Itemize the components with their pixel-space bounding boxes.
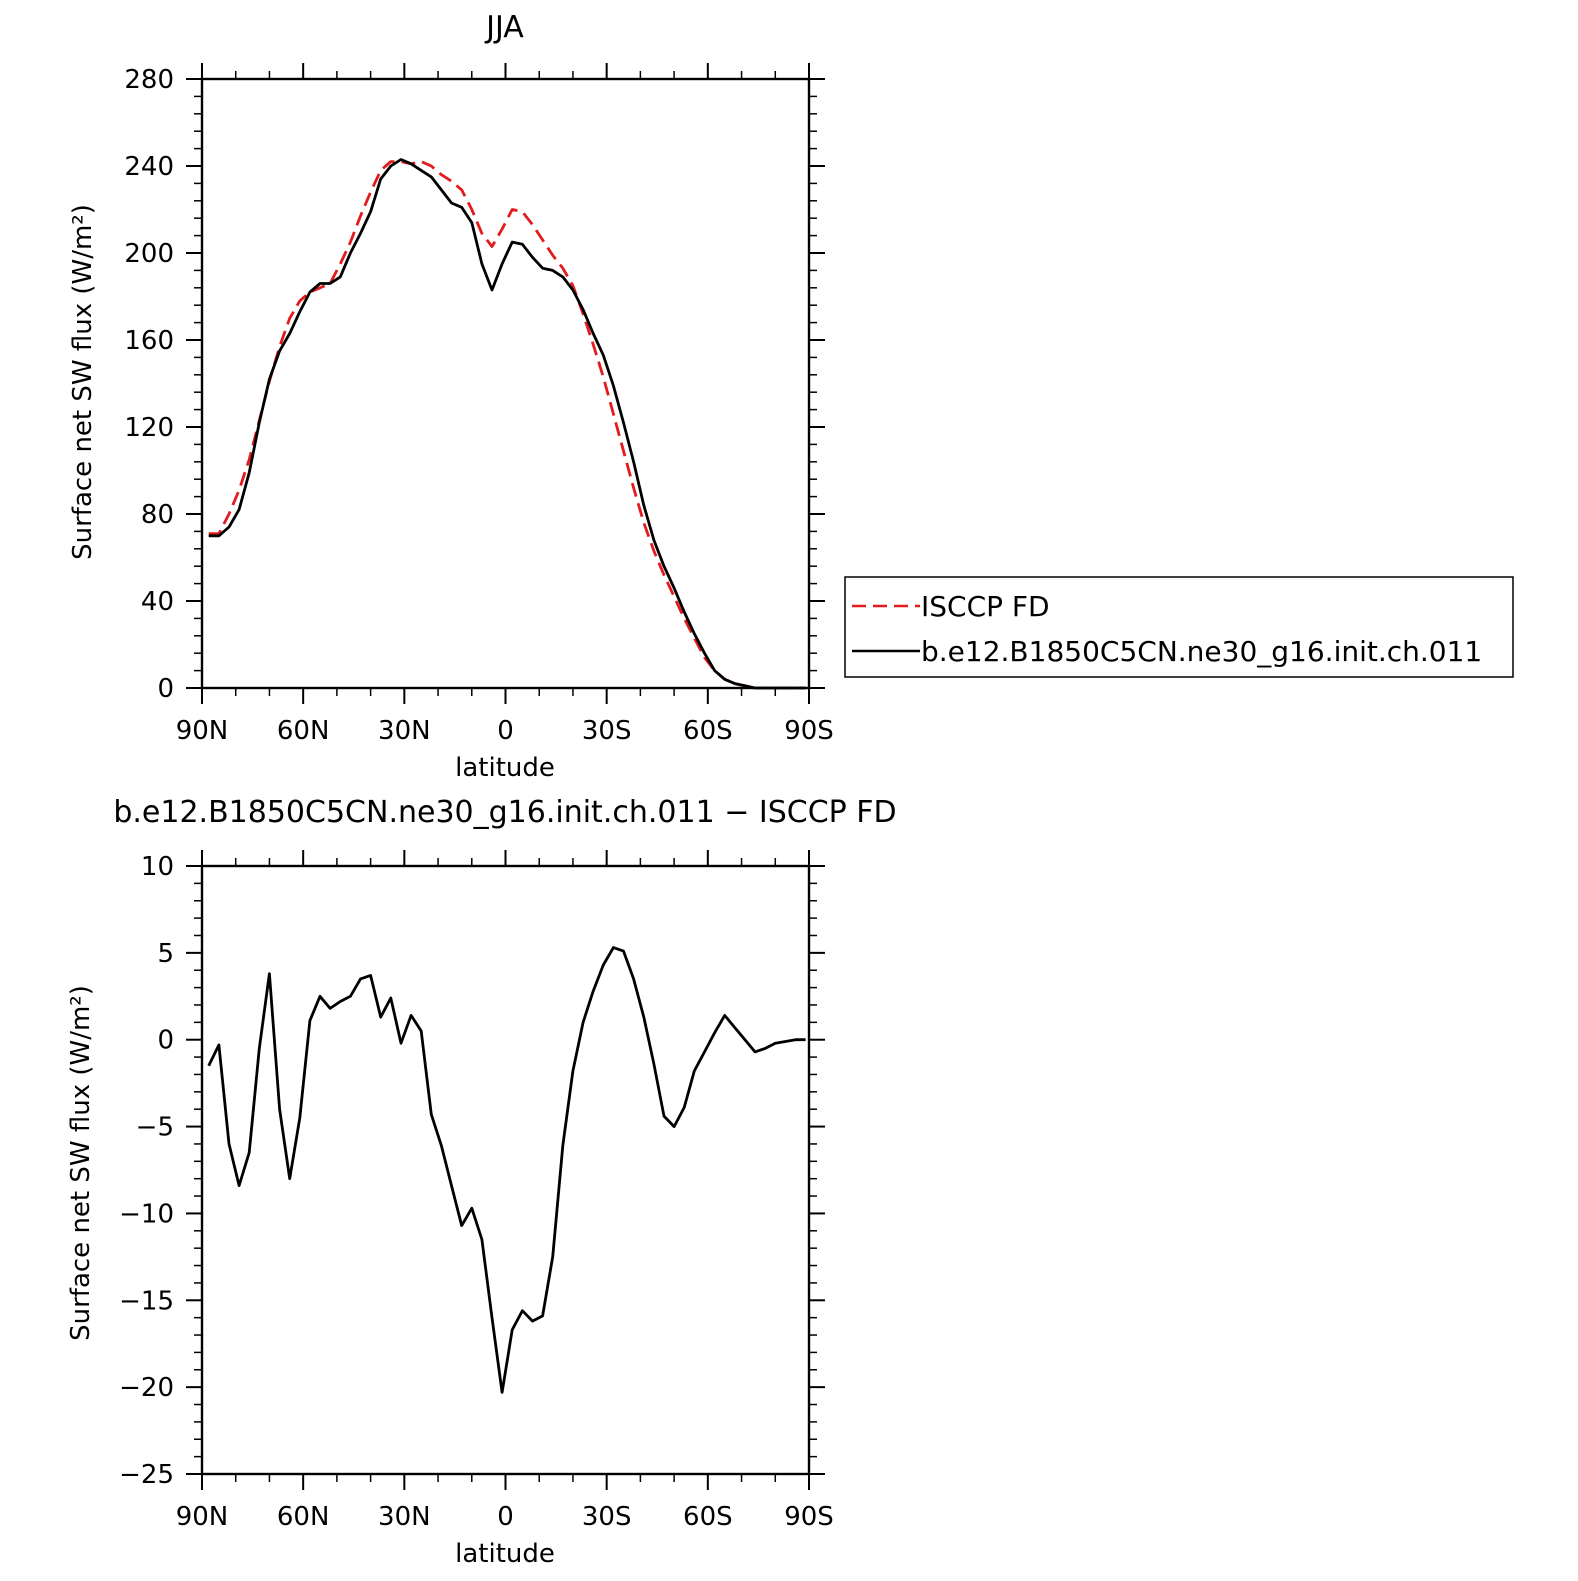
y-tick-label: 80 xyxy=(141,500,174,530)
panel-2-x-axis-title: latitude xyxy=(455,1539,555,1569)
y-tick-label: 160 xyxy=(124,326,174,356)
panel-2-y-axis-title: Surface net SW flux (W/m²) xyxy=(66,985,96,1341)
y-tick-label: 280 xyxy=(124,65,174,95)
legend-box xyxy=(844,576,1514,678)
x-tick-label: 30N xyxy=(378,1502,431,1532)
x-tick-label: 0 xyxy=(497,716,514,746)
y-tick-label: −20 xyxy=(119,1373,174,1403)
legend: ISCCP FD b.e12.B1850C5CN.ne30_g16.init.c… xyxy=(844,576,1514,678)
x-tick-label: 90N xyxy=(176,1502,229,1532)
x-tick-label: 60N xyxy=(277,716,330,746)
panel-2-plot: −25 −20 −15 −10 −5 0 5 10 90N 60N 30N 0 30S 60S 90S xyxy=(119,850,834,1532)
x-tick-label: 30S xyxy=(582,1502,632,1532)
y-tick-label: −25 xyxy=(119,1460,174,1490)
x-tick-label: 90S xyxy=(784,1502,834,1532)
y-tick-label: 0 xyxy=(157,674,174,704)
panel-1-y-axis-title: Surface net SW flux (W/m²) xyxy=(68,204,98,560)
y-tick-label: −10 xyxy=(119,1199,174,1229)
x-tick-label: 0 xyxy=(497,1502,514,1532)
x-tick-label: 60S xyxy=(683,1502,733,1532)
legend-label-model-run: b.e12.B1850C5CN.ne30_g16.init.ch.011 xyxy=(921,635,1482,668)
series-line-1 xyxy=(207,946,806,1394)
series-line-2 xyxy=(208,158,806,690)
x-tick-label: 90N xyxy=(176,716,229,746)
panel-2-title: b.e12.B1850C5CN.ne30_g16.init.ch.011 − I… xyxy=(113,795,896,830)
y-tick-label: 240 xyxy=(124,152,174,182)
legend-label-isccp-fd: ISCCP FD xyxy=(921,590,1050,623)
y-tick-label: 0 xyxy=(157,1026,174,1056)
x-tick-label: 90S xyxy=(784,716,834,746)
y-tick-label: 200 xyxy=(124,239,174,269)
series-line-1 xyxy=(208,160,806,690)
panel-1-title: JJA xyxy=(484,10,524,45)
x-tick-label: 60N xyxy=(277,1502,330,1532)
plot-frame xyxy=(200,864,811,1476)
y-tick-label: 5 xyxy=(157,939,174,969)
x-tick-label: 30N xyxy=(378,716,431,746)
plot-frame xyxy=(200,77,811,690)
panel-1-x-axis-title: latitude xyxy=(455,753,555,783)
y-tick-label: 10 xyxy=(141,852,174,882)
x-tick-label: 30S xyxy=(582,716,632,746)
y-tick-label: −5 xyxy=(136,1113,174,1143)
y-tick-label: 40 xyxy=(141,587,174,617)
y-tick-label: 120 xyxy=(124,413,174,443)
x-tick-label: 60S xyxy=(683,716,733,746)
y-tick-label: −15 xyxy=(119,1286,174,1316)
panel-1-plot: 0 40 80 120 160 200 240 280 90N 60N 30N 0 30S 60S 90S xyxy=(124,63,834,746)
